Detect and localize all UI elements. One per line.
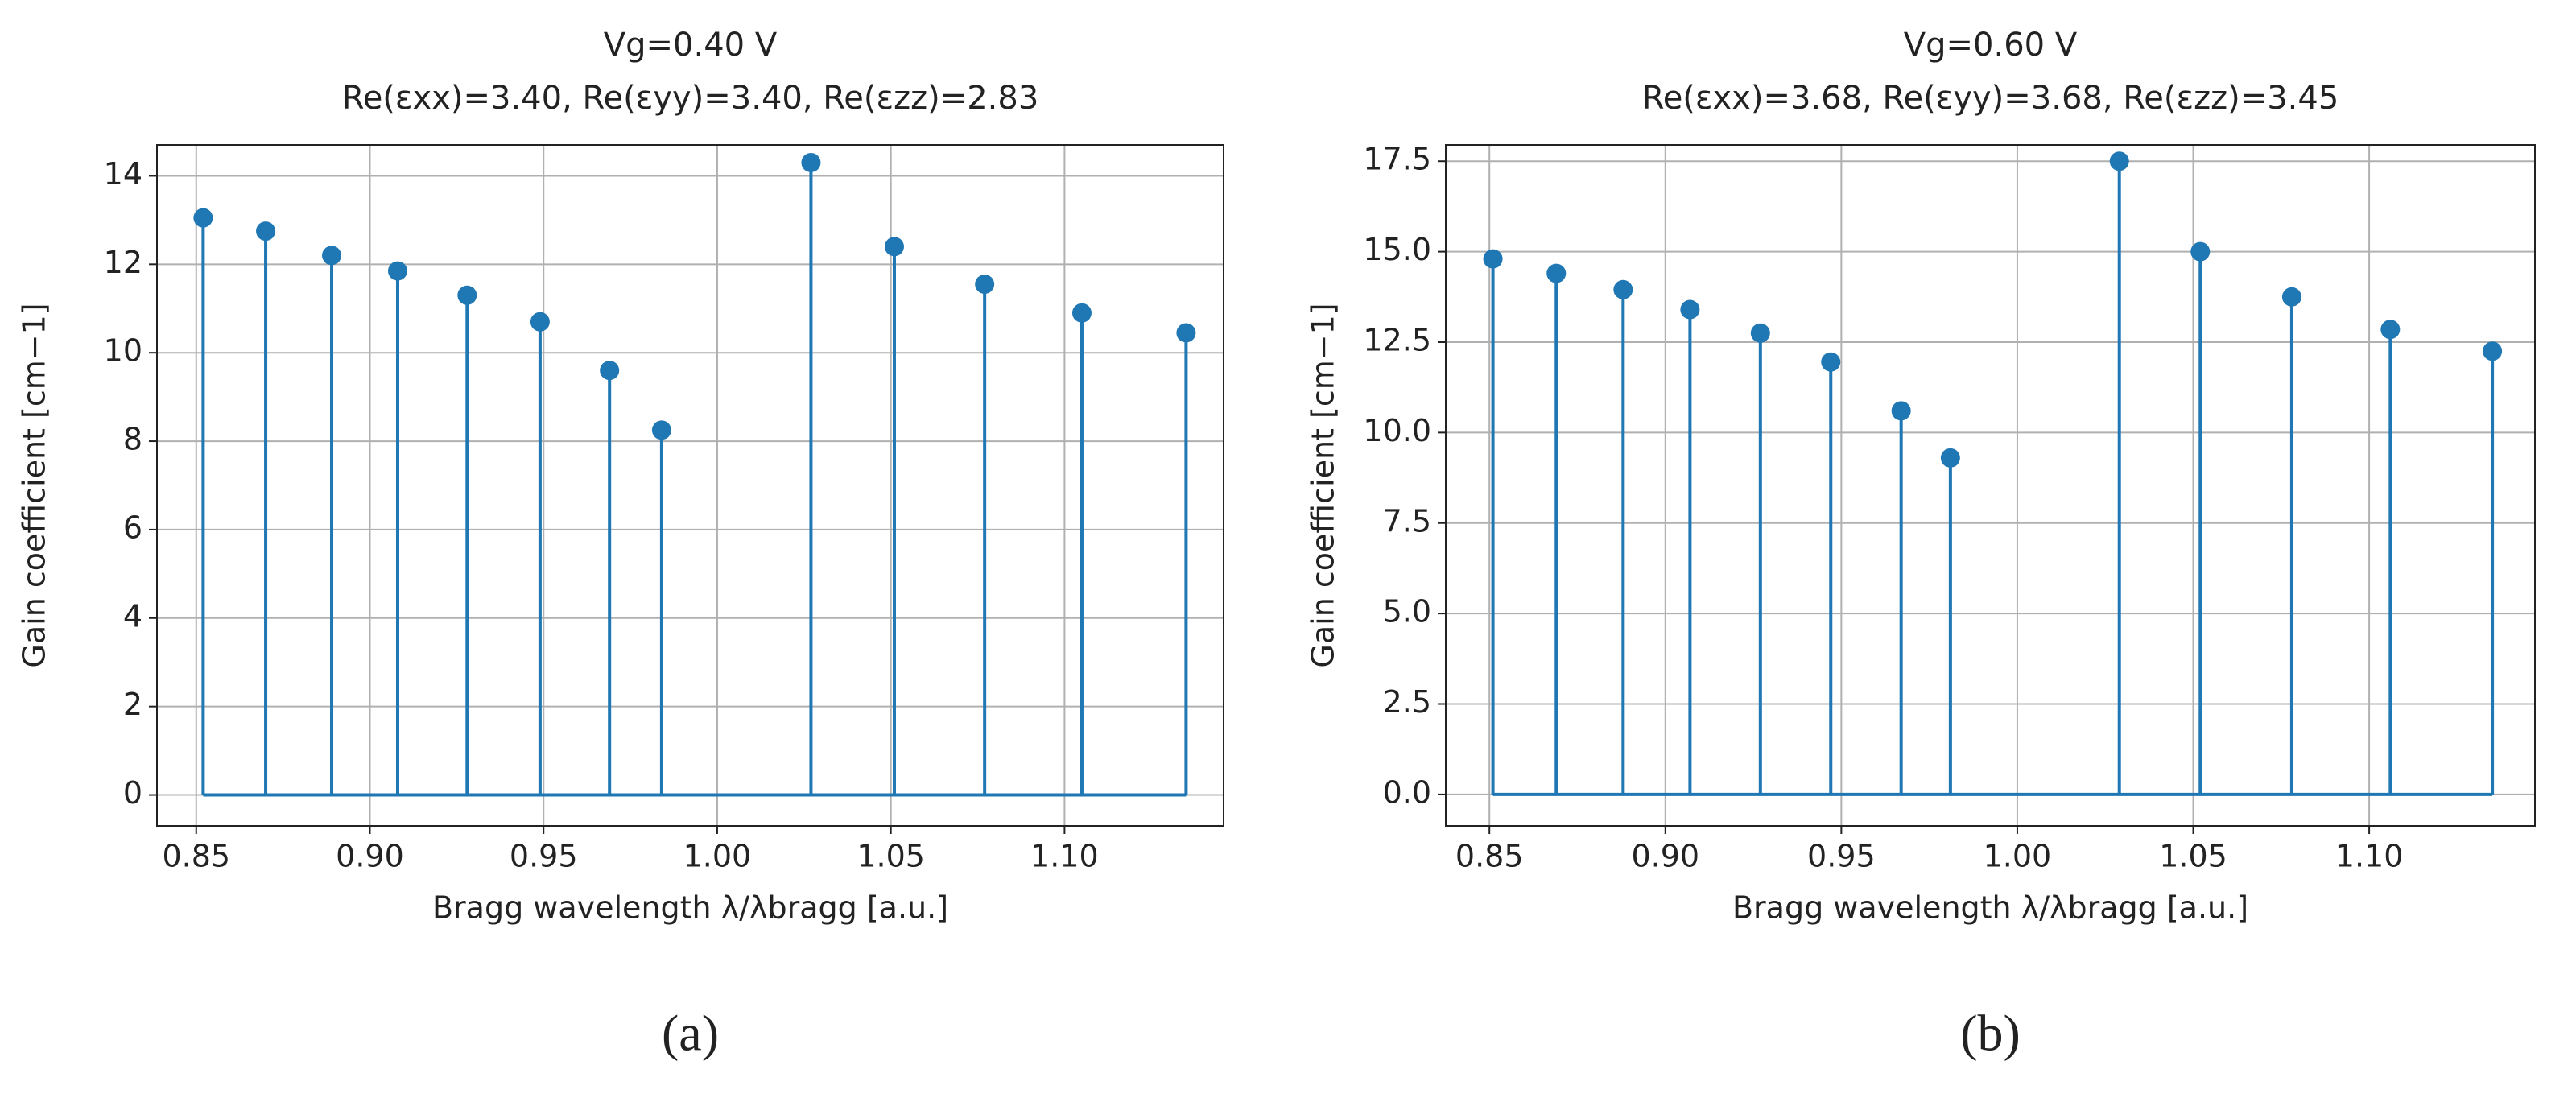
x-tick-label: 1.10 <box>1030 839 1099 874</box>
marker <box>2483 341 2503 361</box>
panel-label: (a) <box>662 1005 719 1062</box>
marker <box>1071 303 1092 323</box>
y-tick-label: 15.0 <box>1363 232 1431 267</box>
chart-title: Re(εxx)=3.40, Re(εyy)=3.40, Re(εzz)=2.83 <box>342 80 1039 117</box>
chart-title: Vg=0.40 V <box>604 27 778 64</box>
x-tick-label: 0.85 <box>1455 839 1524 874</box>
panel-label: (b) <box>1960 1005 2021 1062</box>
marker <box>2380 320 2401 340</box>
plot-frame <box>156 144 1224 827</box>
marker <box>322 246 342 266</box>
marker <box>1821 352 1841 372</box>
y-tick-label: 6 <box>123 510 142 545</box>
marker <box>2190 241 2211 262</box>
marker <box>1750 323 1770 343</box>
marker <box>801 152 821 172</box>
y-axis-label: Gain coefficient [cm−1] <box>1306 303 1341 667</box>
x-axis-label: Bragg wavelength λ/λbragg [a.u.] <box>1732 890 2248 926</box>
y-tick-label: 7.5 <box>1383 503 1431 539</box>
y-tick-label: 10.0 <box>1363 413 1431 448</box>
y-tick-label: 12 <box>104 245 142 280</box>
x-tick-label: 0.90 <box>1631 839 1699 874</box>
marker <box>1176 323 1196 343</box>
marker <box>1483 249 1503 269</box>
x-tick-label: 1.05 <box>2159 839 2227 874</box>
y-tick-label: 17.5 <box>1363 142 1431 177</box>
plot-frame <box>1445 144 2536 827</box>
marker <box>1680 299 1700 320</box>
marker <box>387 261 407 281</box>
x-tick-label: 1.00 <box>683 839 752 874</box>
y-tick-label: 8 <box>123 422 142 457</box>
marker <box>2109 151 2129 171</box>
marker <box>651 420 671 440</box>
y-tick-label: 2 <box>123 687 142 722</box>
marker <box>1891 401 1911 421</box>
x-tick-label: 1.10 <box>2335 839 2404 874</box>
x-axis-label: Bragg wavelength λ/λbragg [a.u.] <box>432 890 948 926</box>
y-axis-label: Gain coefficient [cm−1] <box>17 303 52 667</box>
marker <box>457 285 477 305</box>
marker <box>884 237 904 257</box>
y-tick-label: 14 <box>104 156 142 192</box>
marker <box>2281 287 2301 307</box>
x-tick-label: 1.00 <box>1984 839 2052 874</box>
y-tick-label: 2.5 <box>1383 684 1431 720</box>
y-tick-label: 10 <box>104 333 142 369</box>
y-tick-label: 0.0 <box>1383 774 1431 810</box>
x-tick-label: 0.85 <box>162 839 230 874</box>
marker <box>193 208 213 228</box>
y-tick-label: 4 <box>123 598 142 634</box>
x-tick-label: 0.90 <box>336 839 404 874</box>
marker <box>975 274 995 295</box>
marker <box>1546 263 1567 283</box>
x-tick-label: 0.95 <box>1807 839 1876 874</box>
marker <box>530 312 550 332</box>
y-tick-label: 12.5 <box>1363 322 1431 357</box>
marker <box>1940 448 1960 468</box>
chart-title: Vg=0.60 V <box>1904 27 2078 64</box>
chart-title: Re(εxx)=3.68, Re(εyy)=3.68, Re(εzz)=3.45 <box>1642 80 2339 117</box>
y-tick-label: 0 <box>123 775 142 811</box>
marker <box>256 221 276 241</box>
y-tick-label: 5.0 <box>1383 594 1431 629</box>
x-tick-label: 0.95 <box>510 839 578 874</box>
x-tick-label: 1.05 <box>857 839 925 874</box>
marker <box>600 361 620 381</box>
marker <box>1613 279 1633 299</box>
